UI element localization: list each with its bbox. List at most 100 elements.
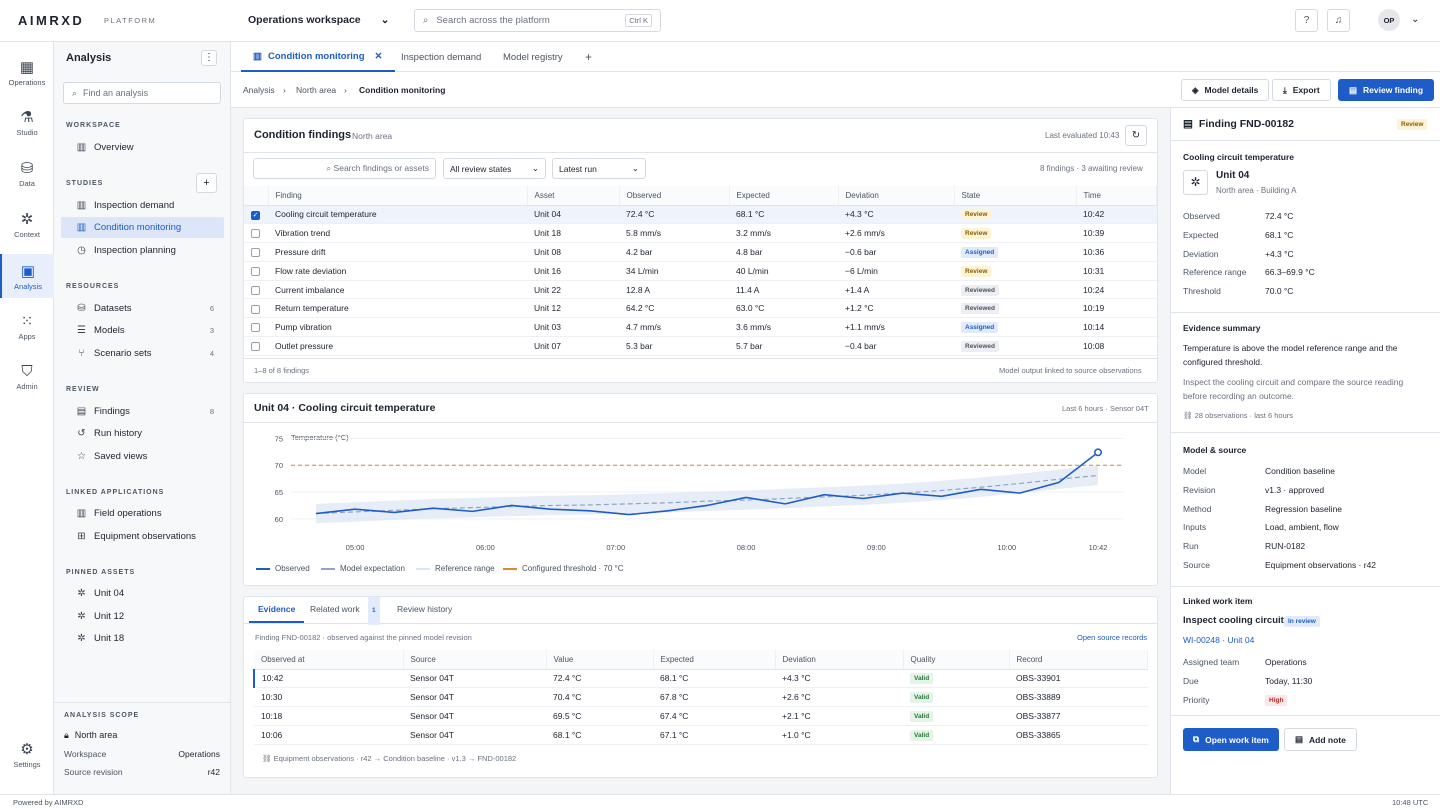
tab-review-history[interactable]: Review history [397, 604, 453, 614]
sidebar-item-inspection-planning[interactable]: ◷ Inspection planning [77, 245, 176, 256]
rail-item-apps[interactable]: ⁙ Apps [0, 312, 54, 348]
row-checkbox[interactable] [244, 298, 268, 319]
row-checkbox[interactable] [244, 261, 268, 281]
tab-evidence[interactable]: Evidence [249, 597, 305, 623]
row-checkbox[interactable]: ✓ [244, 205, 268, 225]
sidebar-item-field-operations[interactable]: ▥ Field operations [76, 508, 162, 519]
open-work-item-button[interactable]: ⧉ Open work item [1183, 728, 1279, 751]
column-header[interactable]: Record [1009, 650, 1148, 670]
bell-icon[interactable]: ♫ [1327, 9, 1350, 32]
table-row[interactable]: Current imbalance Unit 22 12.8 A 11.4 A +1.4… [244, 280, 1157, 300]
sidebar-item-overview[interactable]: ▥ Overview [76, 142, 134, 153]
x-tick-label: 08:00 [737, 543, 756, 552]
table-row[interactable]: Pump vibration Unit 03 4.7 mm/s 3.6 mm/s +1.… [244, 317, 1157, 338]
table-cell: 4.2 bar [619, 242, 729, 262]
table-cell: 63.0 °C [729, 298, 838, 319]
row-checkbox[interactable] [244, 223, 268, 244]
breadcrumb-item[interactable]: North area [296, 85, 337, 95]
table-row[interactable]: 10:06 Sensor 04T 68.1 °C 67.1 °C +1.0 °C Vali… [254, 725, 1148, 745]
table-cell: OBS-33901 [1009, 669, 1148, 689]
sidebar-item-scenario-sets[interactable]: ⑂ Scenario sets 4 [61, 343, 224, 364]
findings-search-input[interactable]: ⌕ Search findings or assets [253, 158, 436, 179]
sidebar-item-pinned-asset[interactable]: ✲ Unit 04 [77, 588, 125, 599]
table-row[interactable]: Pressure drift Unit 08 4.2 bar 4.8 bar −0.6 … [244, 242, 1157, 262]
sidebar-item-equipment-observations[interactable]: ⊞ Equipment observations [77, 531, 196, 542]
detail-row: Revision v1.3 · approved [1183, 484, 1325, 495]
column-header[interactable]: Asset [527, 186, 620, 206]
work-item-link[interactable]: WI-00248 · Unit 04 [1183, 635, 1255, 645]
table-row[interactable]: 10:18 Sensor 04T 69.5 °C 67.4 °C +2.1 °C Vali… [254, 706, 1148, 726]
column-header[interactable]: Observed [619, 186, 730, 206]
workspace-switcher[interactable]: Operations workspace ⌄ [248, 14, 390, 26]
status-badge: In review [1284, 616, 1320, 627]
column-header[interactable]: Quality [903, 650, 1010, 670]
studio-icon: ⚗ [20, 109, 34, 126]
tab-inspection-demand[interactable]: Inspection demand [401, 51, 482, 63]
tab-related-work[interactable]: Related work 1 [310, 597, 380, 625]
rail-item-admin[interactable]: ⛉ Admin [0, 363, 54, 399]
help-icon[interactable]: ? [1295, 9, 1318, 32]
column-header[interactable]: Expected [729, 186, 839, 206]
review-finding-button[interactable]: ▤ Review finding [1338, 79, 1435, 101]
row-checkbox[interactable] [244, 280, 268, 300]
column-header[interactable]: Finding [268, 186, 528, 206]
table-row[interactable]: Outlet pressure Unit 07 5.3 bar 5.7 bar −0.4… [244, 336, 1157, 356]
column-header[interactable]: State [954, 186, 1077, 206]
sidebar-item-inspection-demand[interactable]: ▥ Inspection demand [76, 200, 175, 211]
asset-name[interactable]: Unit 04 [1216, 170, 1250, 181]
table-row[interactable]: Flow rate deviation Unit 16 34 L/min 40 L/m… [244, 261, 1157, 281]
avatar[interactable]: OP [1378, 9, 1400, 31]
more-icon[interactable]: ⋮ [201, 50, 217, 66]
refresh-icon[interactable]: ↻ [1125, 125, 1147, 146]
sidebar-item-pinned-asset[interactable]: ✲ Unit 12 [77, 611, 125, 622]
add-note-button[interactable]: ▤ Add note [1284, 728, 1357, 751]
breadcrumb-item[interactable]: Analysis [243, 85, 275, 95]
row-checkbox[interactable] [244, 317, 268, 338]
column-header[interactable]: Expected [653, 650, 776, 670]
column-header[interactable]: Time [1076, 186, 1157, 206]
rail-item-operations[interactable]: ▦ Operations [0, 58, 54, 94]
column-header[interactable]: Deviation [838, 186, 955, 206]
chevron-down-icon[interactable]: ⌄ [1411, 14, 1420, 25]
rail-item-settings[interactable]: ⚙ Settings [0, 740, 54, 776]
column-header[interactable]: Observed at [254, 650, 404, 670]
add-study-button[interactable]: + [196, 173, 217, 193]
sidebar-item-saved-views[interactable]: ☆ Saved views [77, 451, 148, 462]
table-row[interactable]: 10:30 Sensor 04T 70.4 °C 67.8 °C +2.6 °C Vali… [254, 687, 1148, 708]
column-header[interactable]: Source [403, 650, 547, 670]
sidebar-item-findings[interactable]: ▤ Findings 8 [76, 406, 214, 417]
table-row[interactable]: Vibration trend Unit 18 5.8 mm/s 3.2 mm/s +2… [244, 223, 1157, 244]
open-source-records-link[interactable]: Open source records [1077, 633, 1148, 642]
table-row[interactable]: Return temperature Unit 12 64.2 °C 63.0 °C +… [244, 298, 1157, 319]
status-badge: Valid [910, 729, 934, 741]
tab-model-registry[interactable]: Model registry [503, 51, 563, 63]
row-checkbox[interactable] [244, 336, 268, 356]
close-icon[interactable]: ✕ [374, 50, 383, 62]
sidebar-item-condition-monitoring[interactable]: ▥ Condition monitoring [61, 217, 224, 238]
state-filter-select[interactable]: All review states ⌄ [443, 158, 546, 179]
export-button[interactable]: ⤓ Export [1272, 79, 1331, 101]
rail-item-studio[interactable]: ⚗ Studio [0, 108, 54, 144]
run-filter-select[interactable]: Latest run ⌄ [552, 158, 646, 179]
column-header[interactable]: Value [546, 650, 654, 670]
find-analysis-input[interactable]: ⌕ Find an analysis [63, 82, 221, 104]
detail-row: Due Today, 11:30 [1183, 675, 1313, 686]
row-checkbox[interactable] [244, 242, 268, 262]
work-item-name[interactable]: Inspect cooling circuit [1183, 615, 1284, 626]
tab-condition-monitoring[interactable]: ▥ Condition monitoring ✕ [241, 42, 395, 72]
sidebar-item-pinned-asset[interactable]: ✲ Unit 18 [77, 633, 125, 644]
sidebar-item-models[interactable]: ☰ Models 3 [77, 325, 214, 336]
model-details-button[interactable]: ◈ Model details [1181, 79, 1270, 101]
table-row[interactable]: ✓ Cooling circuit temperature Unit 04 72.4 … [244, 205, 1157, 225]
sidebar-item-datasets[interactable]: ⛁ Datasets 6 [77, 303, 214, 314]
rail-item-data[interactable]: ⛁ Data [0, 159, 54, 195]
add-tab-icon[interactable]: + [585, 50, 593, 64]
table-cell: Sensor 04T [403, 725, 546, 745]
x-tick-label: 07:00 [606, 543, 625, 552]
table-row[interactable]: 10:42 Sensor 04T 72.4 °C 68.1 °C +4.3 °C Vali… [253, 669, 1148, 689]
rail-item-analysis[interactable]: ▣ Analysis [0, 254, 54, 298]
sidebar-item-run-history[interactable]: ↺ Run history [77, 428, 143, 439]
rail-item-context[interactable]: ✲ Context [0, 210, 54, 246]
column-header[interactable]: Deviation [775, 650, 904, 670]
global-search-input[interactable]: ⌕ Search across the platform Ctrl K [414, 9, 661, 32]
